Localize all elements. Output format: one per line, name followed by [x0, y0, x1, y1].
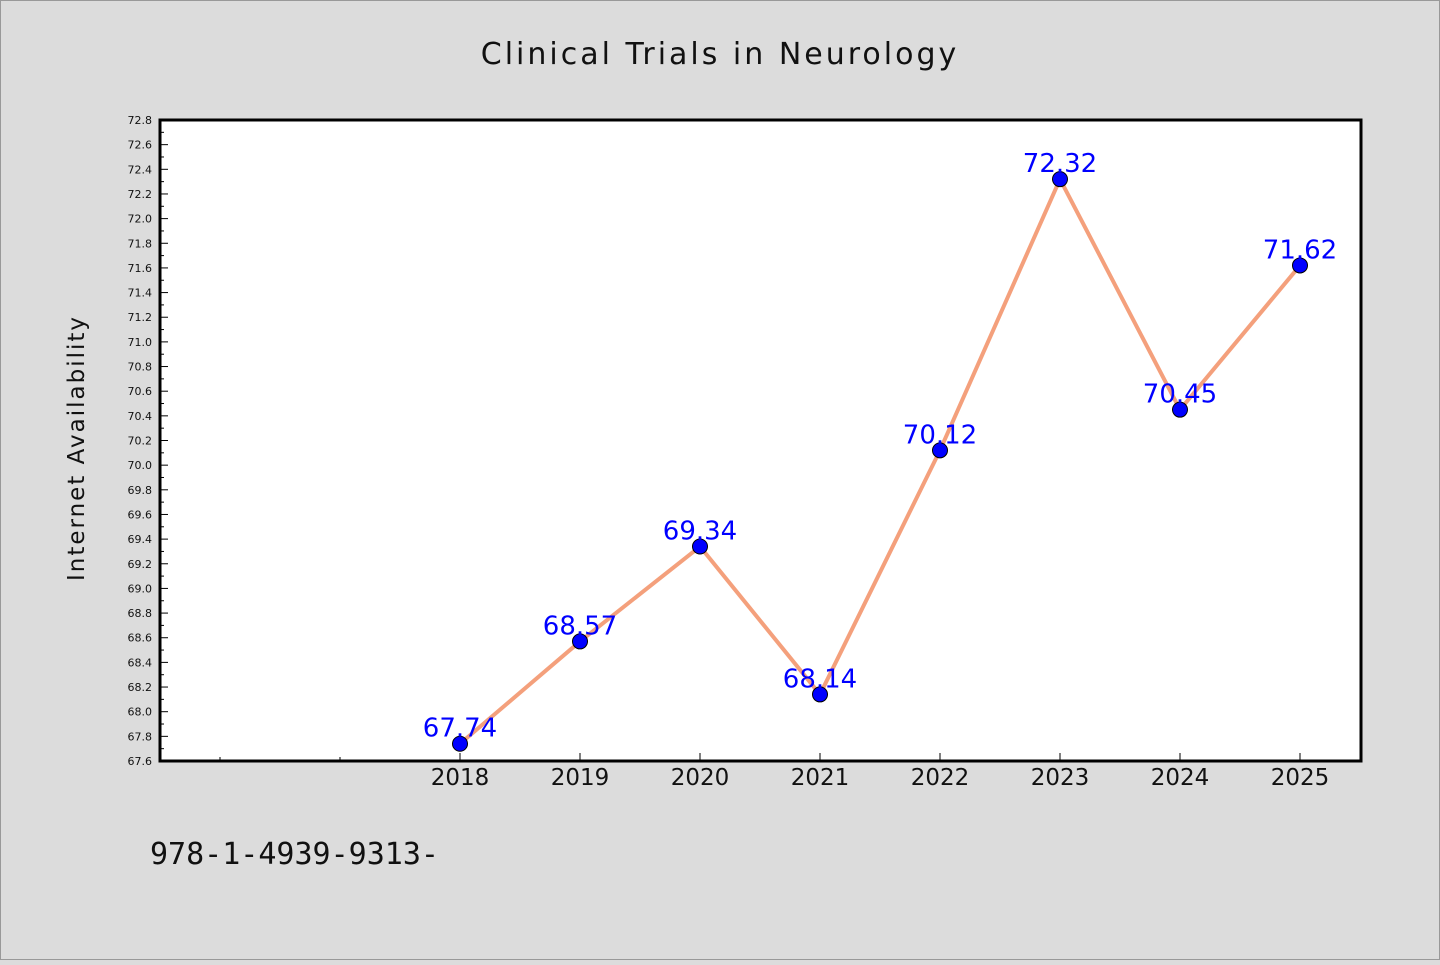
data-label: 70.12 [903, 420, 977, 450]
data-point [692, 538, 708, 555]
y-tick-label: 71.2 [128, 311, 153, 324]
data-point [452, 735, 468, 752]
y-tick-label: 68.2 [128, 681, 153, 694]
data-label: 71.62 [1263, 235, 1337, 265]
y-tick-label: 70.2 [128, 435, 153, 448]
y-tick-label: 67.6 [128, 755, 153, 768]
x-axis-ticks: 2018 2019 2020 2021 2022 2023 2024 2025 [219, 753, 1330, 791]
y-tick-label: 72.8 [128, 114, 153, 127]
data-label: 68.14 [783, 664, 857, 694]
data-point [572, 633, 588, 650]
y-tick-label: 70.6 [128, 385, 153, 398]
data-label: 69.34 [663, 517, 737, 547]
y-tick-label: 70.0 [128, 459, 153, 472]
series-line [458, 177, 1302, 746]
y-tick-label: 67.8 [128, 730, 153, 743]
x-tick-label: 2021 [791, 765, 850, 791]
y-tick-label: 70.4 [128, 410, 153, 423]
data-markers [452, 171, 1308, 752]
y-tick-label: 69.4 [128, 533, 153, 546]
y-tick-label: 69.2 [128, 558, 153, 571]
plot-area [160, 120, 1361, 761]
y-tick-label: 72.6 [128, 139, 153, 152]
y-tick-label: 72.4 [128, 163, 153, 176]
data-point [1172, 401, 1188, 418]
data-point [1052, 171, 1068, 188]
y-axis-ticks: 67.6 67.8 68.0 68.2 68.4 68.6 68.8 69.0 69.2 69.4… [128, 114, 168, 768]
x-tick-label: 2019 [551, 765, 610, 791]
y-tick-label: 68.8 [128, 607, 153, 620]
y-tick-label: 72.0 [128, 213, 153, 226]
y-tick-label: 71.6 [128, 262, 153, 275]
footnote-text: 978-1-4939-9313- [150, 837, 439, 872]
y-tick-label: 68.4 [128, 656, 153, 669]
x-tick-label: 2020 [671, 765, 730, 791]
chart-title: Clinical Trials in Neurology [481, 37, 960, 72]
y-tick-label: 70.8 [128, 361, 153, 374]
data-label: 68.57 [543, 611, 617, 641]
y-tick-label: 69.0 [128, 582, 153, 595]
x-tick-label: 2023 [1031, 765, 1090, 791]
y-tick-label: 68.6 [128, 632, 153, 645]
data-label: 70.45 [1143, 380, 1217, 410]
data-point [812, 686, 828, 703]
data-label: 67.74 [423, 714, 497, 744]
y-tick-label: 68.0 [128, 706, 153, 719]
x-tick-label: 2022 [911, 765, 970, 791]
y-tick-label: 69.8 [128, 484, 153, 497]
y-tick-label: 72.2 [128, 188, 153, 201]
y-tick-label: 71.8 [128, 237, 153, 250]
y-tick-label: 71.0 [128, 336, 153, 349]
x-tick-label: 2018 [431, 765, 490, 791]
data-label: 72.32 [1023, 149, 1097, 179]
y-axis-label: Internet Availability [64, 315, 90, 581]
x-tick-label: 2024 [1151, 765, 1210, 791]
data-point [1292, 257, 1308, 274]
x-tick-label: 2025 [1271, 765, 1330, 791]
plot-frame [158, 118, 1363, 763]
y-tick-label: 69.6 [128, 508, 153, 521]
y-tick-label: 71.4 [128, 287, 153, 300]
series-line-group [458, 177, 1302, 746]
data-point [932, 442, 948, 459]
data-labels: 67.74 68.57 69.34 68.14 70.12 72.32 70.45 71.62 [423, 149, 1337, 744]
